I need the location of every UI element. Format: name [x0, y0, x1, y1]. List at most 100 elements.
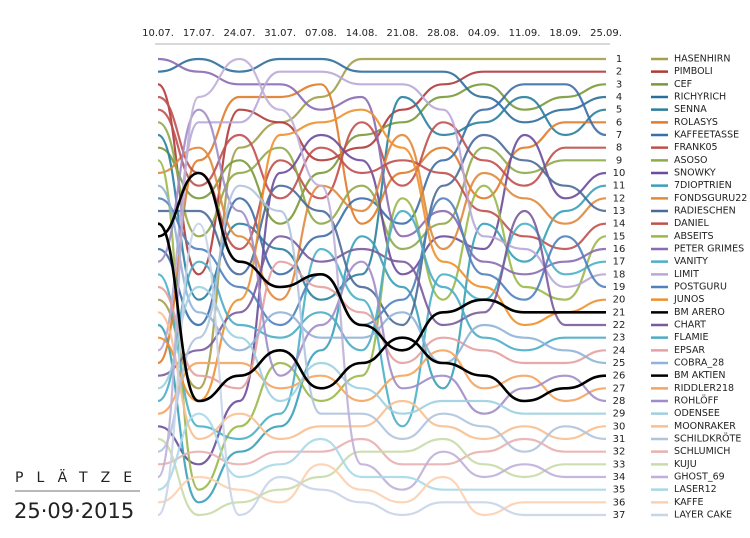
y-tick-label: 29	[613, 409, 626, 420]
x-tick-label: 24.07.	[224, 28, 256, 39]
x-tick-label: 31.07.	[264, 28, 296, 39]
y-tick-label: 1	[616, 54, 622, 65]
legend-label: SCHLUMICH	[674, 446, 730, 457]
legend-label: JUNOS	[673, 294, 704, 305]
legend-label: EPSAR	[674, 345, 705, 356]
legend-label: ROHLÖFF	[674, 396, 719, 407]
caption: PLÄTZE	[15, 468, 145, 486]
y-tick-label: 19	[613, 282, 626, 293]
y-tick-label: 34	[613, 472, 626, 483]
legend-label: LIMIT	[674, 269, 699, 280]
series-line	[157, 57, 607, 276]
y-tick-label: 25	[613, 358, 626, 369]
legend-label: VANITY	[674, 256, 708, 267]
legend-label: FLAMIE	[674, 332, 708, 343]
series-line	[157, 285, 606, 415]
series-line	[157, 108, 607, 251]
legend-label: ODENSEE	[674, 408, 720, 419]
y-tick-label: 31	[613, 434, 626, 445]
legend-label: ABSEITS	[674, 231, 714, 242]
y-tick-label: 17	[613, 257, 626, 268]
legend-label: MOONRAKER	[674, 421, 736, 432]
legend-label: PETER GRIMES	[674, 244, 744, 255]
legend-label: CEF	[674, 79, 692, 90]
y-tick-label: 9	[616, 155, 622, 166]
y-tick-label: 16	[613, 244, 626, 255]
series-line	[157, 83, 607, 225]
legend-label: SENNA	[674, 104, 707, 115]
legend-label: SCHILDKRÖTE	[674, 434, 741, 445]
date-label: 25·09·2015	[14, 499, 134, 523]
y-tick-label: 32	[613, 447, 626, 458]
series-line	[157, 222, 607, 441]
series-line	[157, 108, 607, 415]
y-tick-label: 37	[613, 510, 626, 521]
y-tick-label: 13	[613, 206, 626, 217]
legend-label: ROLASYS	[674, 117, 718, 128]
series-line	[157, 222, 607, 403]
x-tick-label: 28.08.	[427, 28, 459, 39]
legend-label: ASOSO	[674, 155, 708, 166]
x-tick-label: 11.09.	[509, 28, 541, 39]
series-line	[157, 311, 607, 441]
y-tick-label: 26	[613, 371, 626, 382]
y-tick-label: 22	[613, 320, 626, 331]
y-tick-label: 30	[613, 421, 626, 432]
y-tick-label: 35	[613, 485, 626, 496]
legend-label: PIMBOLI	[674, 66, 713, 77]
x-tick-label: 25.09.	[590, 28, 622, 39]
x-tick-label: 17.07.	[183, 28, 215, 39]
series-line	[157, 171, 606, 352]
x-tick-label: 10.07.	[142, 28, 174, 39]
legend-label: FONDSGURU22	[674, 193, 747, 204]
y-tick-label: 24	[613, 345, 626, 356]
series-line	[157, 463, 606, 517]
series-line	[157, 95, 607, 301]
series-line	[157, 70, 607, 352]
series-line	[157, 437, 606, 517]
y-tick-label: 4	[616, 92, 622, 103]
x-tick-label: 07.08.	[305, 28, 337, 39]
series-line	[157, 412, 606, 491]
y-tick-label: 12	[613, 193, 626, 204]
y-tick-label: 11	[613, 181, 626, 192]
y-tick-label: 18	[613, 269, 626, 280]
series-line	[157, 133, 607, 301]
legend-label: FRANK05	[674, 142, 718, 153]
y-tick-label: 5	[616, 105, 622, 116]
series-line	[157, 57, 607, 124]
legend-label: HASENHIRN	[674, 54, 730, 65]
y-tick-label: 36	[613, 497, 626, 508]
y-tick-label: 2	[616, 67, 622, 78]
y-tick-label: 27	[613, 383, 626, 394]
legend-label: GHOST_69	[674, 472, 725, 483]
legend-label: KUJU	[674, 459, 697, 470]
legend-label: LAYER CAKE	[674, 510, 732, 521]
legend-label: RIDDLER218	[674, 383, 734, 394]
legend-label: KAFFEETASSE	[674, 130, 739, 141]
y-tick-label: 10	[613, 168, 626, 179]
series-line	[156, 222, 606, 517]
legend-label: CHART	[674, 320, 706, 331]
lines	[156, 57, 607, 517]
legend-label: DANIEL	[674, 218, 710, 229]
legend-label: KAFFE	[674, 497, 704, 508]
legend-label: COBRA_28	[674, 358, 724, 369]
y-tick-label: 33	[613, 459, 626, 470]
y-tick-label: 6	[616, 117, 622, 128]
x-tick-label: 04.09.	[468, 28, 500, 39]
legend-label: 7DIOPTRIEN	[674, 180, 732, 191]
series-line	[157, 133, 607, 327]
legend-label: RICHYRICH	[674, 92, 726, 103]
y-tick-label: 7	[616, 130, 622, 141]
series-line	[157, 209, 606, 377]
series-line	[157, 83, 606, 365]
x-tick-label: 21.08.	[386, 28, 418, 39]
series-line	[156, 159, 607, 491]
series-line	[157, 133, 607, 466]
x-tick-label: 14.08.	[346, 28, 378, 39]
legend-label: LASER12	[674, 484, 717, 495]
legend-label: SNOWKY	[674, 168, 716, 179]
legend-label: BM AKTIEN	[674, 370, 725, 381]
